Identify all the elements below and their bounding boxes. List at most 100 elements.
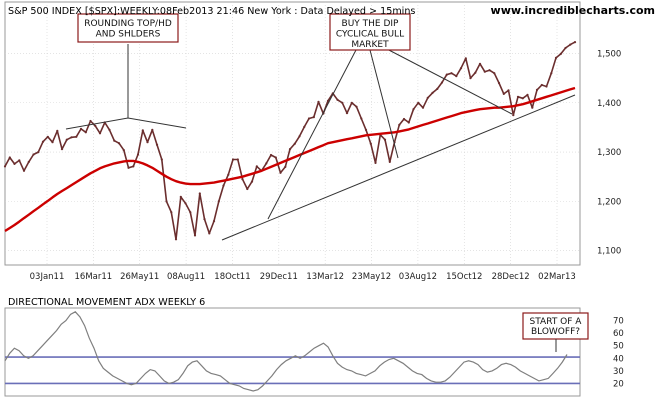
price-point xyxy=(512,114,515,117)
price-point xyxy=(488,69,491,72)
price-point xyxy=(89,119,92,123)
price-point xyxy=(360,117,363,120)
price-point xyxy=(65,138,68,141)
x-tick-label: 23May12 xyxy=(352,272,391,282)
price-point xyxy=(46,135,49,138)
annotation-buy-dip-text: BUY THE DIP xyxy=(342,19,400,29)
price-point xyxy=(569,43,572,46)
y-tick-label: 1,100 xyxy=(597,247,621,257)
annotation-buy-dip-frame xyxy=(329,13,411,51)
price-point xyxy=(203,218,206,221)
annotation-rounding-top-frame xyxy=(77,13,179,43)
price-point xyxy=(398,123,401,126)
price-point xyxy=(421,106,425,109)
price-point xyxy=(108,128,111,131)
x-tick-label: 18Oct11 xyxy=(214,272,250,282)
price-point xyxy=(22,169,26,172)
x-tick-label: 08Aug11 xyxy=(167,272,205,282)
price-point xyxy=(75,135,78,138)
price-point xyxy=(56,129,59,132)
x-tick-label: 03Aug12 xyxy=(399,272,437,282)
price-point xyxy=(464,57,467,60)
adx-series-line xyxy=(4,311,568,392)
price-point xyxy=(122,149,125,152)
price-point xyxy=(407,121,410,124)
price-point xyxy=(37,151,40,154)
price-point xyxy=(369,142,372,145)
price-point xyxy=(193,234,197,237)
price-point xyxy=(336,98,339,101)
price-point xyxy=(402,117,406,121)
price-grid xyxy=(5,2,580,265)
watermark: www.incrediblecharts.com xyxy=(491,4,655,17)
price-point xyxy=(540,83,543,87)
adx-y-tick-label: 30 xyxy=(613,367,624,377)
price-point xyxy=(160,158,163,161)
annotation-rounding-top-text: AND SHLDERS xyxy=(96,30,161,40)
price-point xyxy=(455,75,458,78)
price-point xyxy=(151,128,154,131)
price-point xyxy=(174,238,178,241)
price-point xyxy=(298,135,301,138)
price-point xyxy=(3,165,7,168)
y-tick-label: 1,200 xyxy=(597,197,621,207)
price-point xyxy=(84,131,87,134)
x-tick-label: 16Mar11 xyxy=(75,272,113,282)
price-point xyxy=(426,96,429,99)
price-point xyxy=(32,153,35,156)
price-point xyxy=(217,200,220,203)
price-point xyxy=(516,95,520,98)
price-point xyxy=(18,159,21,162)
price-point xyxy=(374,161,377,164)
price-point xyxy=(531,106,534,109)
price-point xyxy=(303,125,306,128)
price-point xyxy=(550,72,553,75)
price-point xyxy=(345,112,349,115)
price-point xyxy=(545,85,548,88)
price-point xyxy=(136,153,140,156)
price-point xyxy=(231,158,235,161)
price-point xyxy=(98,132,102,135)
price-point xyxy=(170,211,173,214)
price-point xyxy=(70,136,73,139)
x-tick-label: 29Dec11 xyxy=(260,272,298,282)
price-point xyxy=(155,143,159,146)
price-point xyxy=(250,180,254,183)
price-point xyxy=(535,88,539,91)
price-point xyxy=(502,92,505,95)
price-point xyxy=(507,89,510,92)
adx-panel-frame xyxy=(4,307,581,397)
price-point xyxy=(284,165,287,168)
price-point xyxy=(255,165,258,168)
price-point xyxy=(450,72,453,75)
price-point xyxy=(388,160,391,163)
price-point xyxy=(293,142,296,145)
price-point xyxy=(198,192,201,195)
price-point xyxy=(13,162,16,165)
annotation-blowoff-text: START OF A xyxy=(530,317,583,327)
price-point xyxy=(440,81,444,84)
price-x-ticks: 03Jan11 16Mar11 26May11 08Aug11 18Oct11 29Dec… xyxy=(30,272,576,282)
price-point xyxy=(417,101,420,104)
annotation-buy-dip-text: MARKET xyxy=(351,40,389,50)
annotation-buy-dip-text: CYCLICAL BULL xyxy=(336,30,404,40)
x-tick-label: 28Dec12 xyxy=(492,272,530,282)
price-point xyxy=(227,173,230,176)
price-point xyxy=(184,202,187,205)
annotation-blowoff-frame xyxy=(522,312,589,340)
price-point xyxy=(364,128,368,131)
price-point xyxy=(497,81,501,85)
adx-panel-title: DIRECTIONAL MOVEMENT ADX WEEKLY 6 xyxy=(8,297,205,308)
price-point xyxy=(241,178,244,181)
buy-dip-line-mid xyxy=(369,49,399,159)
price-point xyxy=(265,162,268,165)
price-point xyxy=(483,70,486,73)
adx-y-tick-label: 60 xyxy=(613,329,624,339)
price-point xyxy=(573,41,577,44)
price-point xyxy=(8,156,11,159)
